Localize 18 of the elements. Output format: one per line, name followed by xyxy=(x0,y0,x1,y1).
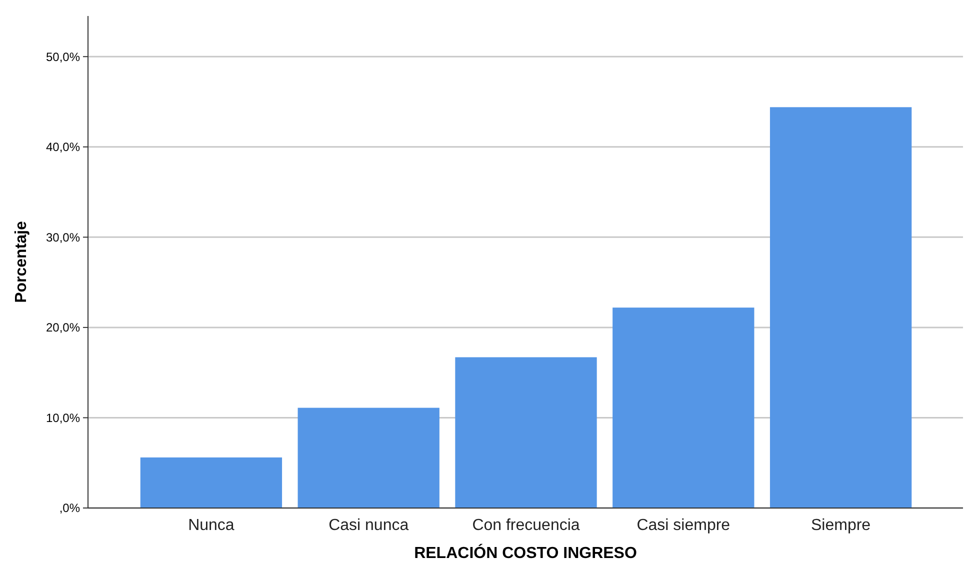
y-tick-label: 20,0% xyxy=(46,320,80,335)
y-tick-label: 50,0% xyxy=(46,50,80,64)
y-axis-title: Porcentaje xyxy=(13,220,30,303)
bar xyxy=(298,408,440,508)
x-tick-label: Siempre xyxy=(811,517,871,534)
x-tick-label: Casi nunca xyxy=(328,517,409,534)
y-tick-label: 10,0% xyxy=(46,410,80,425)
x-tick-label: Nunca xyxy=(188,517,234,534)
y-tick-label: 30,0% xyxy=(46,230,80,244)
bar xyxy=(140,457,282,508)
bar xyxy=(455,357,597,508)
x-tick-label: Casi siempre xyxy=(636,517,730,534)
y-tick-label: ,0% xyxy=(59,501,80,516)
bar xyxy=(770,107,912,508)
y-tick-label: 40,0% xyxy=(46,140,80,154)
x-axis-title: RELACIÓN COSTO INGRESO xyxy=(414,543,637,562)
bar xyxy=(612,308,754,508)
x-tick-label: Con frecuencia xyxy=(472,517,580,534)
